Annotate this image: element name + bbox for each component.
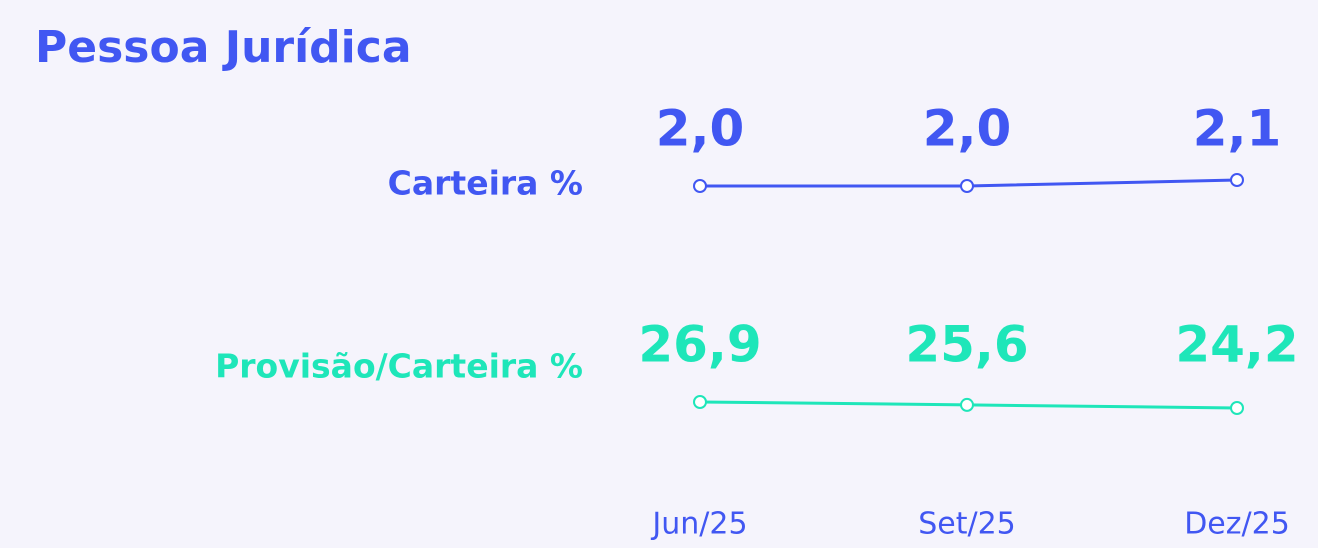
value-label: 26,9 <box>638 316 761 374</box>
point <box>960 179 974 193</box>
series-label: Carteira % <box>388 164 583 203</box>
point <box>1230 173 1244 187</box>
value-label: 2,0 <box>656 100 745 158</box>
point <box>960 397 974 412</box>
value-label: 2,1 <box>1193 100 1282 158</box>
point <box>693 395 707 409</box>
value-label: 2,0 <box>923 100 1012 158</box>
chart-title: Pessoa Jurídica <box>35 22 412 73</box>
point <box>693 179 707 193</box>
x-tick-label: Set/25 <box>918 507 1016 542</box>
x-tick-label: Jun/25 <box>650 507 747 542</box>
value-label: 25,6 <box>905 316 1028 374</box>
value-label: 24,2 <box>1175 316 1298 374</box>
x-tick-label: Dez/25 <box>1184 507 1290 542</box>
point <box>1230 401 1244 415</box>
series-label: Provisão/Carteira % <box>215 347 583 386</box>
